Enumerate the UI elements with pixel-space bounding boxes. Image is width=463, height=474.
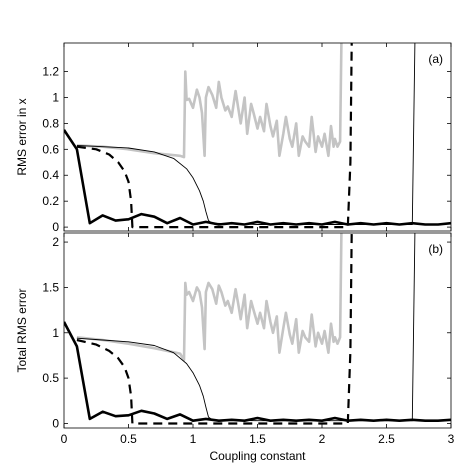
- panel-a: 0 0.2 0.4 0.6 0.8 1 1.2 (a) RMS error in x: [15, 42, 452, 234]
- x-tick-label: 0: [61, 432, 68, 446]
- x-tick-label: 1.5: [249, 432, 266, 446]
- y-tick-label: 0.4: [42, 168, 59, 182]
- y-tick-label: 1: [52, 90, 59, 104]
- y-tick-label: 2: [52, 235, 59, 249]
- panel-label: (a): [428, 52, 443, 66]
- plot-frame: [63, 232, 452, 429]
- y-tick-label: 0.8: [42, 116, 59, 130]
- y-tick-label: 1: [52, 326, 59, 340]
- series-line-thick-black: [64, 321, 451, 423]
- y-axis-label: Total RMS error: [15, 288, 29, 372]
- series-line-thick-gray: [76, 233, 343, 362]
- series-line-dashed-black: [76, 43, 353, 229]
- y-tick-label: 1.5: [42, 280, 59, 294]
- plot-frame: [63, 42, 452, 232]
- series-group: [64, 233, 451, 425]
- x-tick-label: 2: [319, 432, 326, 446]
- panel-label: (b): [428, 242, 443, 256]
- series-line-thick-gray: [76, 43, 343, 159]
- y-tick-label: 0.2: [42, 194, 59, 208]
- x-tick-label: 1: [190, 432, 197, 446]
- y-tick-label: 0.5: [42, 371, 59, 385]
- y-tick-label: 1.2: [42, 65, 59, 79]
- y-axis-label: RMS error in x: [15, 98, 29, 175]
- x-tick-label: 3: [448, 432, 455, 446]
- x-axis-label: Coupling constant: [209, 449, 306, 463]
- x-tick-label: 2.5: [378, 432, 395, 446]
- series-group: [64, 43, 451, 229]
- series-line-thick-black: [64, 129, 451, 226]
- y-tick-label: 0: [52, 220, 59, 234]
- y-tick-label: 0.6: [42, 142, 59, 156]
- y-tick-label: 0: [52, 416, 59, 430]
- x-tick-label: 0.5: [120, 432, 137, 446]
- series-line-dashed-black: [76, 233, 353, 425]
- panel-b: 0 0.5 1 1.5 2 0 0.5 1 1.5 2 2.5 3 (b) Total RMS error…: [15, 232, 455, 463]
